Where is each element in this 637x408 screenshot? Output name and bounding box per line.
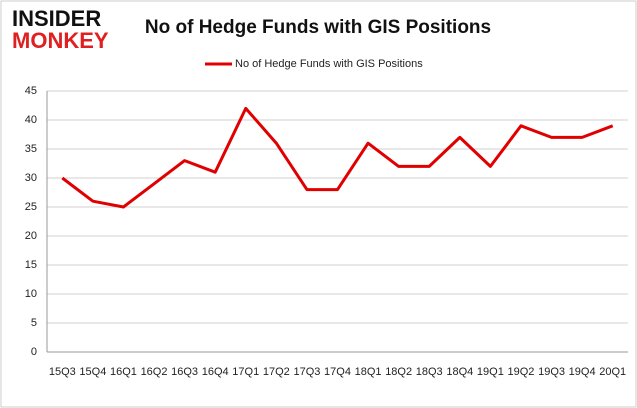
x-tick-label: 19Q4 [569,366,596,378]
x-tick-label: 18Q1 [355,366,382,378]
x-tick-label: 17Q1 [232,366,259,378]
y-tick-label: 0 [31,346,37,358]
y-tick-label: 5 [31,317,37,329]
x-tick-label: 18Q4 [446,366,473,378]
x-tick-label: 17Q4 [324,366,351,378]
x-tick-label: 18Q2 [385,366,412,378]
x-tick-label: 19Q3 [538,366,565,378]
x-tick-label: 16Q2 [141,366,168,378]
logo-line2: MONKEY [12,28,109,53]
x-tick-label: 19Q2 [508,366,535,378]
legend-label: No of Hedge Funds with GIS Positions [235,58,423,70]
y-tick-label: 30 [25,172,37,184]
x-tick-label: 18Q3 [416,366,443,378]
data-line [61,106,614,209]
y-tick-label: 20 [25,230,37,242]
chart-title: No of Hedge Funds with GIS Positions [145,17,491,38]
logo-line1: INSIDER [12,6,101,31]
x-tick-label: 17Q3 [293,366,320,378]
y-tick-label: 35 [25,143,37,155]
x-tick-label: 15Q4 [79,366,106,378]
x-tick-label: 19Q1 [477,366,504,378]
y-tick-label: 10 [25,288,37,300]
x-tick-label: 17Q2 [263,366,290,378]
y-tick-label: 40 [25,114,37,126]
y-tick-label: 15 [25,259,37,271]
y-tick-label: 25 [25,201,37,213]
x-tick-label: 15Q3 [49,366,76,378]
x-tick-label: 20Q1 [599,366,626,378]
y-tick-label: 45 [25,85,37,97]
x-tick-label: 16Q1 [110,366,137,378]
x-tick-label: 16Q3 [171,366,198,378]
x-tick-label: 16Q4 [202,366,229,378]
